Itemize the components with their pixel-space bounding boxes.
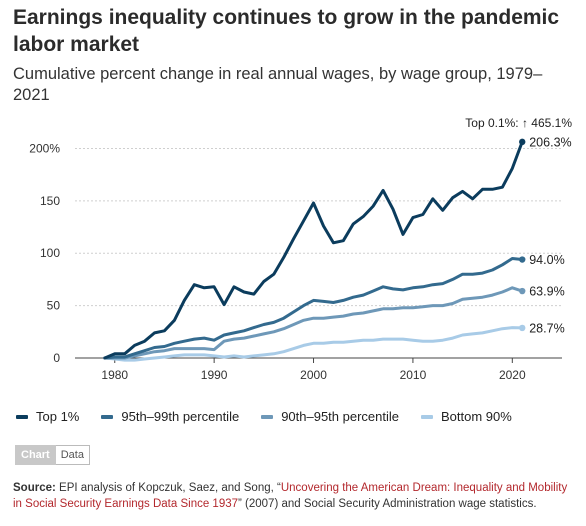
legend-swatch [421,414,433,419]
y-tick-label: 50 [47,299,61,313]
y-tick-label: 200% [29,141,60,155]
legend-swatch [261,414,274,419]
series-end-label: 206.3% [529,135,571,149]
y-tick-label: 0 [53,351,60,365]
x-tick-label: 2020 [499,368,526,382]
x-tick-label: 1980 [101,368,128,382]
source-note: Source: EPI analysis of Kopczuk, Saez, a… [13,480,578,512]
y-tick-label: 100 [40,246,60,260]
series-end-dot [519,324,526,332]
legend-label: 95th–99th percentile [121,409,240,424]
x-tick-label: 2010 [400,368,427,382]
x-tick-label: 2000 [300,368,327,382]
series-line [103,286,524,360]
legend-item-top1: Top 1% [16,409,79,424]
legend-swatch [101,414,114,419]
series-line [103,326,524,362]
legend-label: Top 1% [36,409,80,424]
line-chart: 0 50 100 150 200% 1980 1990 2000 2010 2020 206.3% 9… [29,116,572,382]
series-end-dot [519,138,526,146]
legend-label: 90th–95th percentile [281,409,399,424]
source-text-2: ” (2007) and Social Security Administrat… [238,498,537,510]
annotation-top-0-1: Top 0.1%: ↑ 465.1% [465,116,572,130]
legend-item-bottom90: Bottom 90% [421,409,512,424]
view-tabs: Chart Data [15,445,90,465]
series-end-label: 28.7% [529,321,564,335]
series-end-dot [519,256,526,263]
x-tick-label: 1990 [201,368,228,382]
series-end-label: 63.9% [529,285,564,299]
legend-swatch [16,414,28,419]
tab-data[interactable]: Data [55,445,90,465]
series-end-dot [519,287,526,295]
series-end-label: 94.0% [529,253,564,267]
source-text-1: EPI analysis of Kopczuk, Saez, and Song,… [55,482,281,494]
series-line [103,257,524,360]
source-label: Source: [13,482,56,494]
tab-chart[interactable]: Chart [15,445,56,465]
legend-item-90-95: 90th–95th percentile [261,409,399,424]
series-line [103,140,524,360]
chart-subtitle: Cumulative percent change in real annual… [13,65,543,104]
chart-title: Earnings inequality continues to grow in… [13,6,560,56]
legend-label: Bottom 90% [441,409,512,424]
legend-item-95-99: 95th–99th percentile [101,409,239,424]
y-tick-label: 150 [40,194,60,208]
source-link[interactable]: Uncovering the American Dream: Inequalit… [13,482,568,510]
legend: Top 1% 95th–99th percentile 90th–95th pe… [16,409,512,424]
